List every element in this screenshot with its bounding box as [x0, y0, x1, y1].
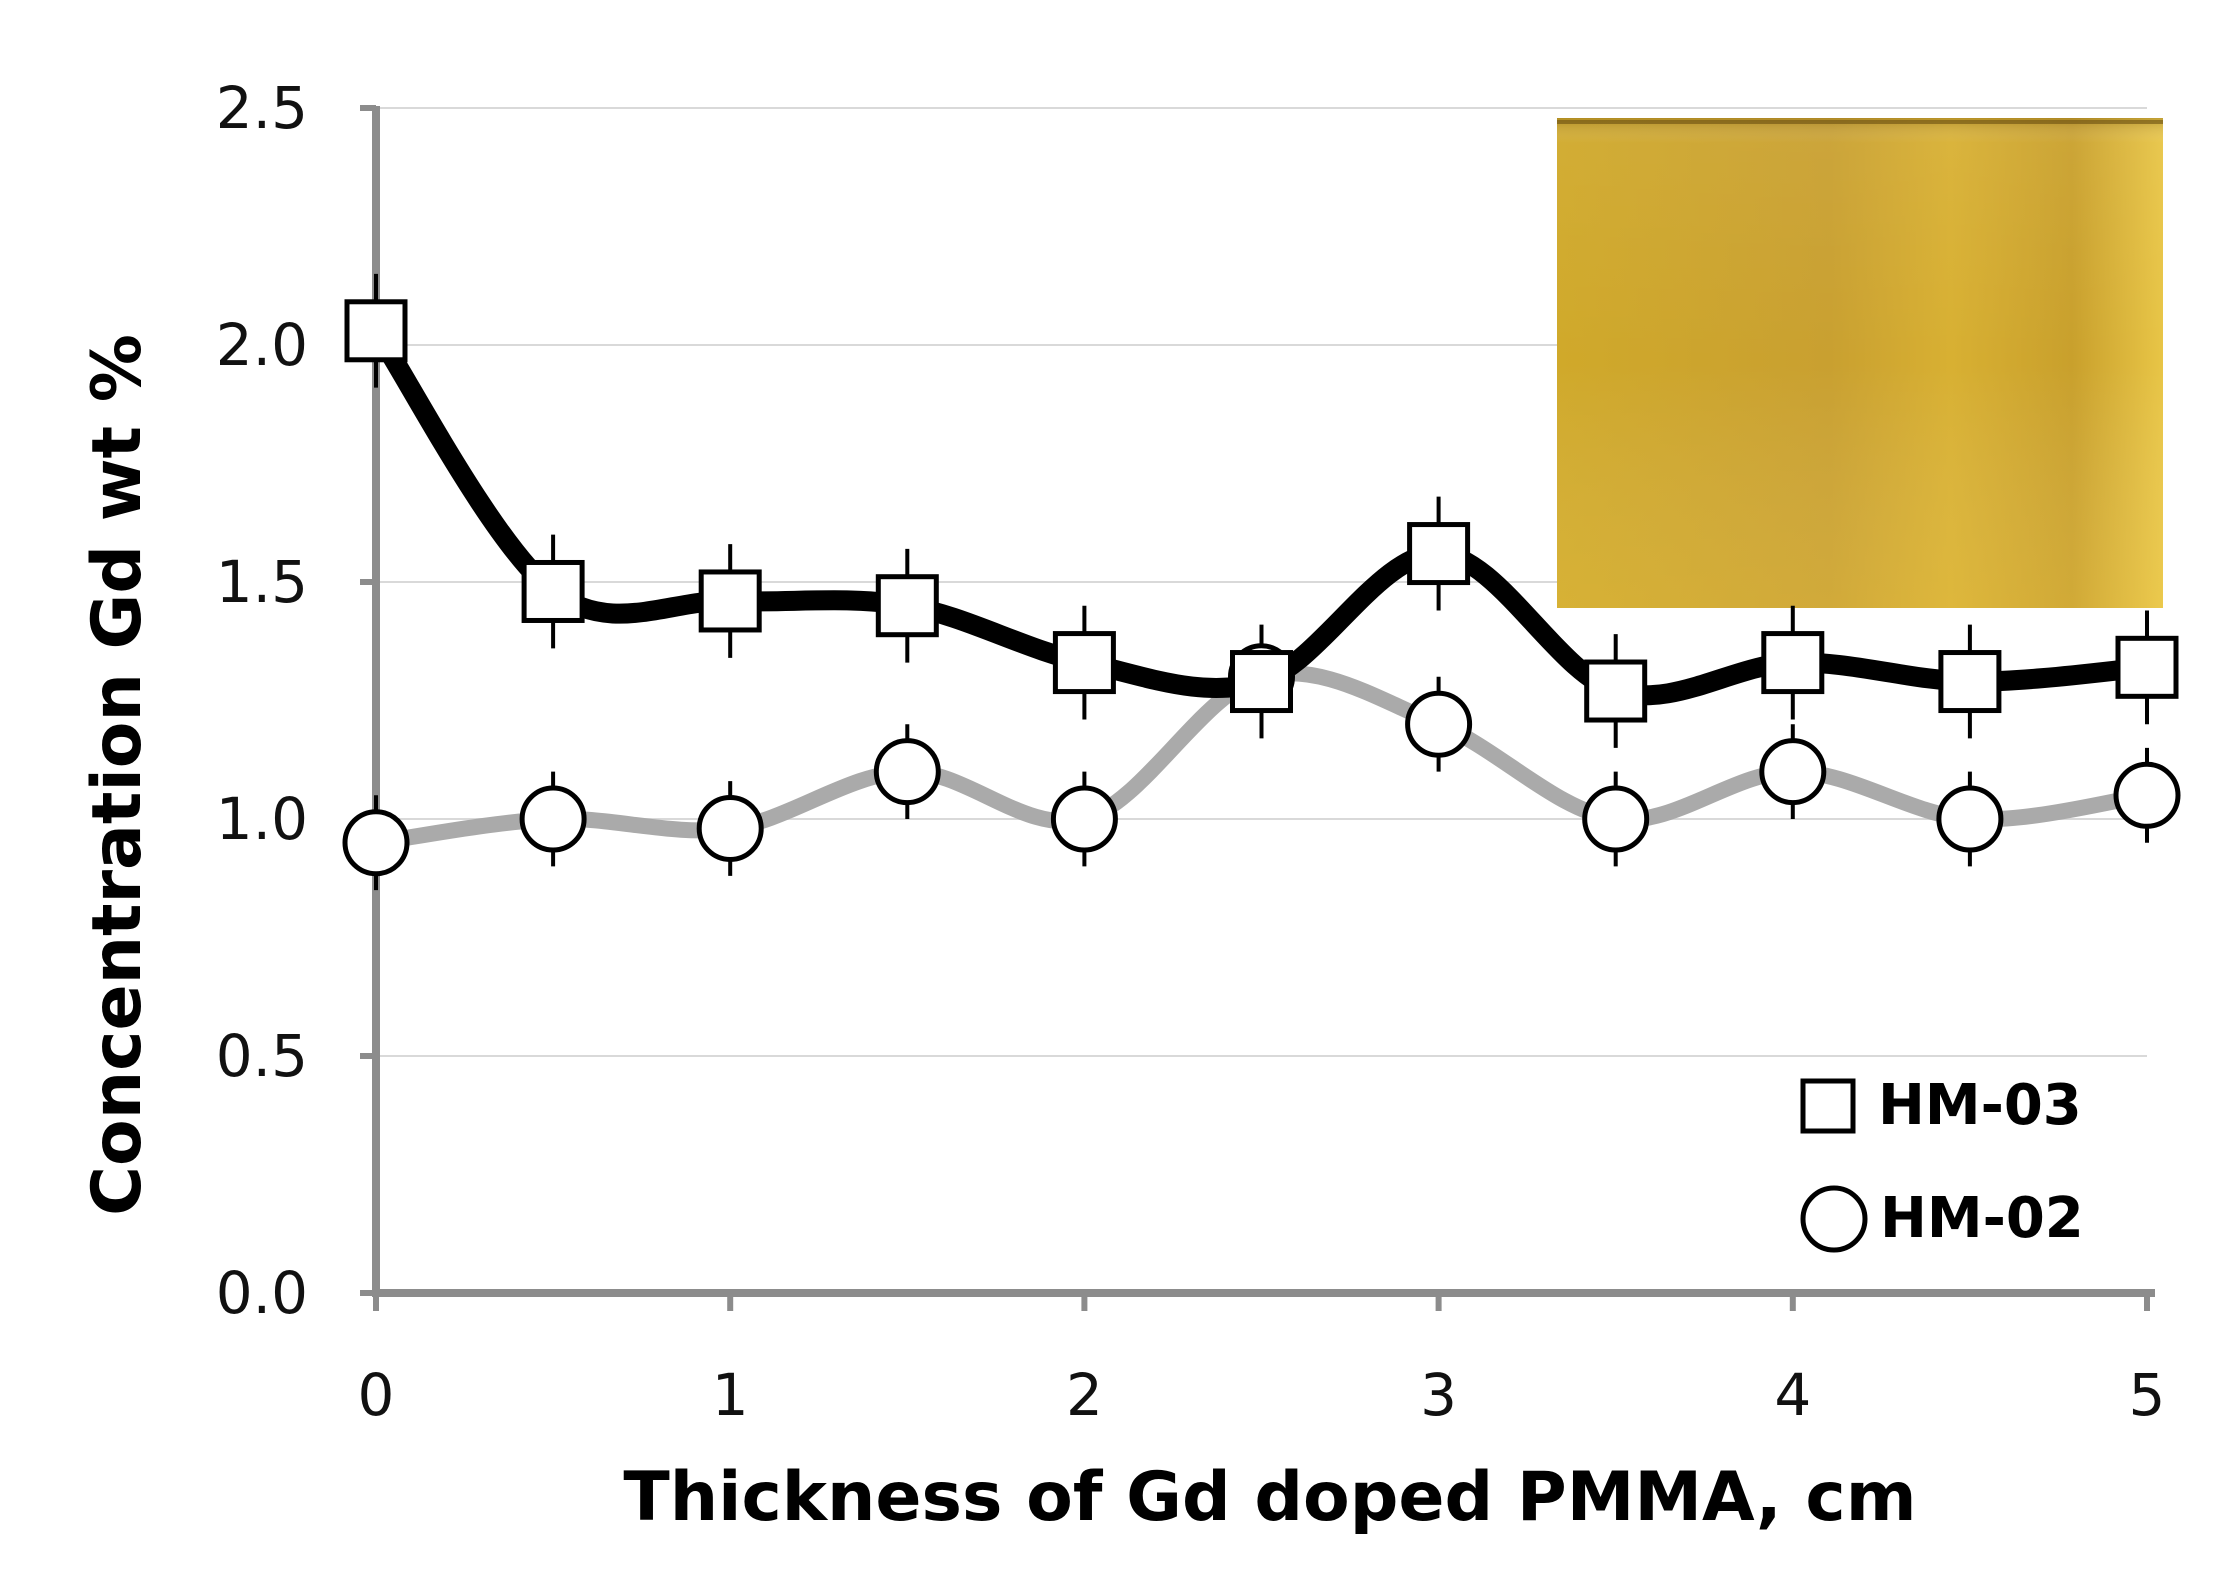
data-point-hm-02 [2113, 761, 2181, 829]
data-point-hm-03 [1584, 659, 1648, 723]
data-point-hm-02 [1405, 690, 1473, 758]
ticks: 0.0 0.5 1.0 1.5 2.0 2.5 0 1 2 3 4 5 [216, 74, 2166, 1429]
data-point-hm-03 [2115, 635, 2179, 699]
data-point-hm-02 [342, 809, 410, 877]
legend-label-hm-02: HM-02 [1880, 1186, 2084, 1251]
x-tick-label: 5 [2129, 1361, 2166, 1429]
x-axis-title: Thickness of Gd doped PMMA, cm [623, 1458, 1916, 1537]
data-point-hm-03 [1938, 650, 2002, 714]
y-tick-label: 1.5 [216, 548, 308, 616]
y-axis-title: Concentration Gd wt % [78, 334, 157, 1216]
legend-marker-hm-02 [1800, 1185, 1868, 1253]
data-point-hm-03 [1230, 650, 1293, 714]
data-point-hm-03 [1761, 631, 1825, 695]
legend-marker-hm-03 [1800, 1078, 1856, 1134]
data-point-hm-03 [521, 559, 585, 623]
y-tick-label: 2.0 [216, 311, 308, 379]
y-tick-label: 2.5 [216, 74, 308, 142]
data-point-hm-03 [1052, 631, 1116, 695]
x-tick-label: 2 [1066, 1361, 1103, 1429]
inset-photo [1557, 118, 2163, 608]
data-point-hm-02 [873, 738, 941, 806]
inset-photo-shading [1557, 118, 2163, 608]
data-point-hm-02 [1936, 785, 2004, 853]
data-point-hm-02 [519, 785, 587, 853]
data-point-hm-02 [1582, 785, 1650, 853]
series-markers [342, 299, 2181, 877]
data-point-hm-02 [1759, 738, 1827, 806]
data-point-hm-02 [1050, 785, 1118, 853]
y-tick-label: 0.5 [216, 1022, 308, 1090]
data-point-hm-03 [698, 569, 762, 633]
x-tick-label: 0 [358, 1361, 395, 1429]
data-point-hm-03 [344, 299, 408, 363]
data-point-hm-02 [696, 794, 764, 862]
data-point-hm-03 [1407, 522, 1471, 586]
y-tick-label: 0.0 [216, 1259, 308, 1327]
x-tick-label: 3 [1420, 1361, 1457, 1429]
data-point-hm-03 [875, 574, 939, 638]
legend: HM-03 HM-02 [1800, 1073, 2084, 1253]
x-tick-label: 1 [712, 1361, 749, 1429]
legend-label-hm-03: HM-03 [1878, 1073, 2082, 1138]
y-tick-label: 1.0 [216, 785, 308, 853]
x-tick-label: 4 [1774, 1361, 1811, 1429]
